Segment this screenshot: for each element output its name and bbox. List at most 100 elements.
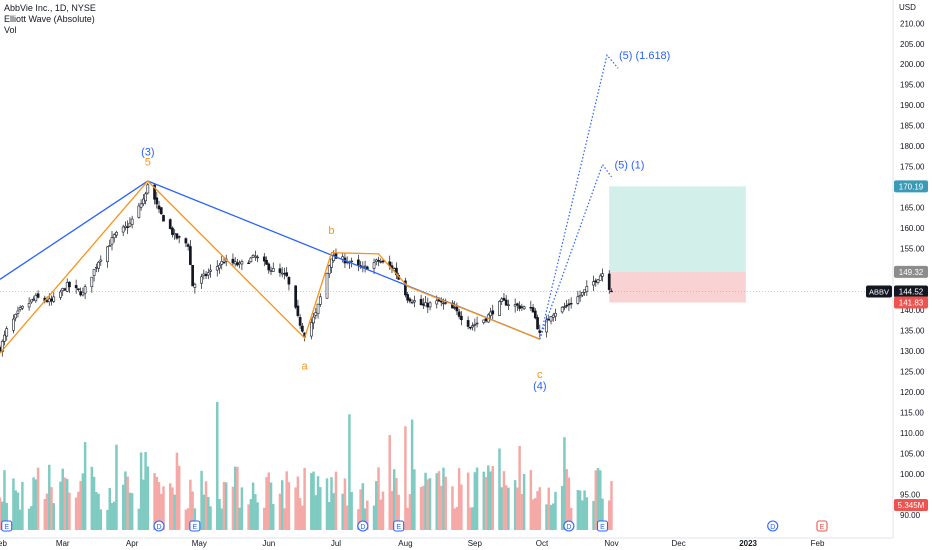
- earnings-marker[interactable]: E: [816, 520, 828, 532]
- candle: [598, 273, 602, 281]
- volume-bar: [410, 419, 414, 530]
- volume-bar: [531, 499, 535, 530]
- volume-bar: [153, 473, 156, 530]
- earnings-marker[interactable]: E: [1, 520, 13, 532]
- candle: [162, 214, 165, 222]
- candle: [498, 300, 501, 316]
- candle: [513, 298, 517, 313]
- candle: [278, 263, 282, 277]
- time-axis[interactable]: Feb Mar Apr May Jun Jul Aug Sep Oct Nov Dec 2023 Feb: [0, 537, 893, 548]
- volume-bar: [359, 489, 362, 530]
- volume-bar: [536, 491, 539, 530]
- volume-bar: [231, 486, 235, 530]
- volume-bar: [128, 492, 132, 530]
- volume-bar: [191, 491, 194, 530]
- candle: [236, 258, 239, 267]
- volume-bar: [332, 493, 335, 530]
- volume-bar: [0, 501, 4, 530]
- volume-bar: [310, 473, 313, 530]
- candle: [475, 316, 479, 328]
- dividend-marker[interactable]: D: [563, 520, 575, 532]
- volume-bar: [30, 506, 33, 530]
- candle: [238, 260, 242, 269]
- candle: [372, 258, 376, 274]
- svg-text:D: D: [566, 524, 571, 531]
- time-tick-label: Mar: [56, 539, 70, 548]
- volume-bar: [460, 484, 463, 530]
- candle: [108, 239, 112, 247]
- candle: [159, 207, 163, 215]
- candle: [32, 296, 35, 302]
- earnings-marker[interactable]: E: [393, 520, 405, 532]
- candle: [193, 282, 197, 294]
- candle: [363, 260, 367, 273]
- volume-bar: [451, 486, 454, 530]
- price-tick-label: 135.00: [900, 326, 925, 335]
- svg-text:E: E: [193, 524, 198, 531]
- entry-price-tag-bg: [894, 265, 928, 278]
- orange-wave-line[interactable]: [0, 180, 541, 354]
- candle: [177, 235, 181, 244]
- volume-bar: [298, 498, 302, 530]
- volume-bar: [372, 505, 376, 530]
- volume-bar: [392, 469, 396, 530]
- volume-bar: [325, 478, 329, 530]
- volume-bar: [236, 466, 239, 530]
- symbol-title[interactable]: AbbVie Inc., 1D, NYSE: [4, 3, 96, 13]
- volume-bar: [218, 499, 221, 530]
- volume-bar: [330, 477, 333, 530]
- price-tags: 170.19 149.32 144.52 141.83 ABBV 5.345M: [866, 180, 928, 511]
- price-tick-label: 125.00: [900, 367, 925, 376]
- volume-bar: [489, 471, 492, 530]
- candle: [298, 314, 302, 330]
- wave-label: c: [537, 369, 543, 381]
- chart-legend: AbbVie Inc., 1D, NYSE Elliott Wave (Abso…: [4, 3, 96, 36]
- volume-tag-bg: [894, 499, 928, 511]
- volume-title[interactable]: Vol: [4, 25, 17, 35]
- indicator-title[interactable]: Elliott Wave (Absolute): [4, 14, 95, 24]
- candle: [455, 302, 459, 315]
- candle: [357, 254, 360, 272]
- volume-bar: [388, 435, 391, 530]
- volume-bar: [14, 490, 17, 530]
- candle: [115, 230, 118, 238]
- dividend-marker[interactable]: D: [153, 520, 165, 532]
- volume-bar: [466, 472, 470, 530]
- candle: [345, 256, 349, 265]
- volume-bar: [61, 468, 64, 530]
- candle: [576, 290, 580, 305]
- wave-projection-line[interactable]: [539, 163, 612, 340]
- volume-bar: [453, 508, 456, 530]
- dividend-marker[interactable]: D: [357, 520, 369, 532]
- price-tick-label: 90.00: [900, 511, 921, 520]
- volume-bar: [63, 477, 67, 530]
- candle: [130, 215, 134, 229]
- volume-bar: [173, 494, 176, 530]
- dividend-marker[interactable]: D: [767, 520, 779, 532]
- candle: [128, 217, 132, 228]
- earnings-marker[interactable]: E: [596, 520, 609, 532]
- candle: [426, 297, 430, 313]
- volume-bar: [256, 502, 259, 530]
- volume-bar: [186, 508, 190, 530]
- volume-bar: [50, 487, 53, 530]
- candle: [504, 295, 508, 306]
- volume-bar: [5, 502, 8, 530]
- volume-bar: [168, 483, 172, 530]
- volume-bar: [18, 509, 22, 530]
- volume-bar: [79, 481, 82, 530]
- candle: [316, 303, 320, 319]
- earnings-marker[interactable]: E: [189, 520, 201, 532]
- candle: [507, 299, 510, 311]
- candle: [90, 276, 94, 293]
- price-tick-label: 190.00: [900, 101, 925, 110]
- volume-bar: [563, 437, 566, 530]
- volume-bar: [287, 482, 291, 530]
- volume-bar: [12, 478, 15, 530]
- wave-projection-line[interactable]: [539, 53, 619, 340]
- volume-bar: [301, 505, 304, 530]
- candle: [554, 308, 557, 322]
- candle: [421, 298, 425, 309]
- volume-bar: [157, 482, 161, 530]
